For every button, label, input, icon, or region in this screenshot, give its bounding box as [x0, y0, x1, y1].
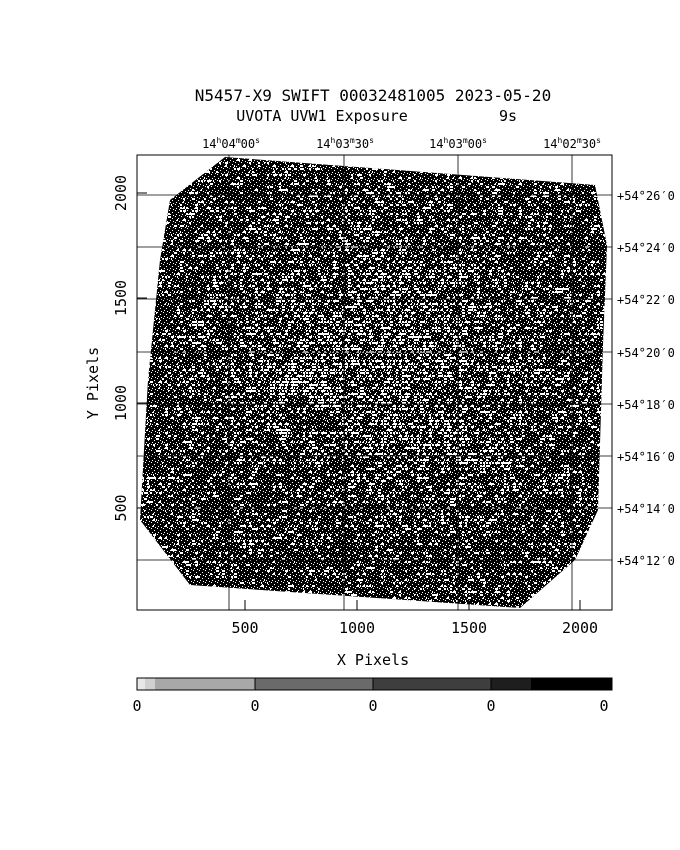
- dec-label: +54°22′0: [617, 293, 675, 307]
- dec-label: +54°26′0: [617, 189, 675, 203]
- dec-label: +54°12′0: [617, 554, 675, 568]
- x-tick-label: 1000: [339, 619, 375, 637]
- y-tick-label: 500: [112, 494, 130, 521]
- colorbar-tick-label: 0: [132, 697, 141, 715]
- ra-labels: 14h04m00s 14h03m30s 14h03m00s 14h02m30s: [202, 136, 601, 151]
- plot-subtitle: UVOTA UVW1 Exposure: [236, 107, 408, 125]
- ra-label: 14h02m30s: [543, 136, 601, 151]
- noise-specks: [140, 157, 607, 608]
- y-axis-label: Y Pixels: [84, 347, 102, 419]
- coordinate-grid: [137, 155, 612, 610]
- exposure-value: 9s: [499, 107, 517, 125]
- x-tick-label: 2000: [562, 619, 598, 637]
- dec-label: +54°18′0: [617, 398, 675, 412]
- dec-label: +54°20′0: [617, 346, 675, 360]
- y-ticks: [137, 192, 147, 509]
- ra-label: 14h04m00s: [202, 136, 260, 151]
- x-tick-label: 500: [231, 619, 258, 637]
- y-tick-label: 1000: [112, 385, 130, 421]
- ra-label: 14h03m30s: [316, 136, 374, 151]
- colorbar-tick-label: 0: [250, 697, 259, 715]
- x-ticks: [244, 600, 581, 610]
- x-axis-label: X Pixels: [337, 651, 409, 669]
- plot-title: N5457-X9 SWIFT 00032481005 2023-05-20: [195, 86, 551, 105]
- image-footprint: [140, 157, 607, 608]
- colorbar-tick-label: 0: [368, 697, 377, 715]
- colorbar-tick-label: 0: [599, 697, 608, 715]
- image-noise: [140, 157, 607, 608]
- y-tick-label: 1500: [112, 280, 130, 316]
- dec-label: +54°16′0: [617, 450, 675, 464]
- plot-frame: [136, 154, 613, 611]
- y-tick-label: 2000: [112, 175, 130, 211]
- ra-label: 14h03m00s: [429, 136, 487, 151]
- dec-labels: +54°26′0 +54°24′0 +54°22′0 +54°20′0 +54°…: [617, 189, 675, 568]
- dec-label: +54°24′0: [617, 241, 675, 255]
- x-tick-label: 1500: [451, 619, 487, 637]
- colorbar-tick-label: 0: [486, 697, 495, 715]
- colorbar: [136, 677, 613, 691]
- dec-label: +54°14′0: [617, 502, 675, 516]
